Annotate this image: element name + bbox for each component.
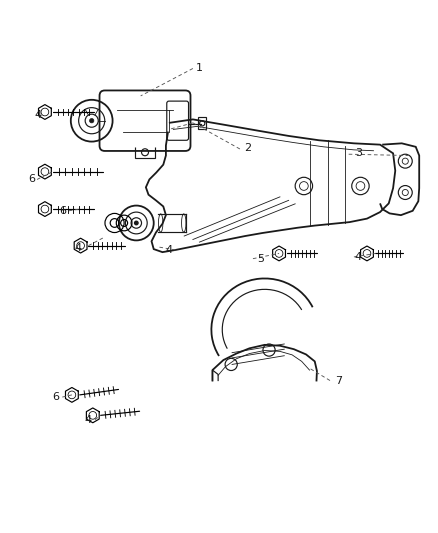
Text: 6: 6 bbox=[28, 174, 35, 184]
Text: 5: 5 bbox=[257, 254, 264, 264]
Text: 4: 4 bbox=[355, 252, 362, 262]
Text: 3: 3 bbox=[355, 148, 362, 158]
Text: 7: 7 bbox=[335, 376, 342, 385]
Circle shape bbox=[89, 118, 94, 123]
Text: 1: 1 bbox=[196, 63, 203, 74]
Circle shape bbox=[134, 221, 138, 225]
Text: 4: 4 bbox=[85, 415, 92, 425]
Bar bbox=[198, 117, 206, 130]
Text: 4: 4 bbox=[35, 110, 42, 120]
Text: 6: 6 bbox=[52, 392, 59, 402]
Text: 6: 6 bbox=[59, 206, 66, 216]
Text: 2: 2 bbox=[244, 143, 251, 153]
Text: 4: 4 bbox=[74, 243, 81, 253]
Text: 4: 4 bbox=[166, 245, 173, 255]
